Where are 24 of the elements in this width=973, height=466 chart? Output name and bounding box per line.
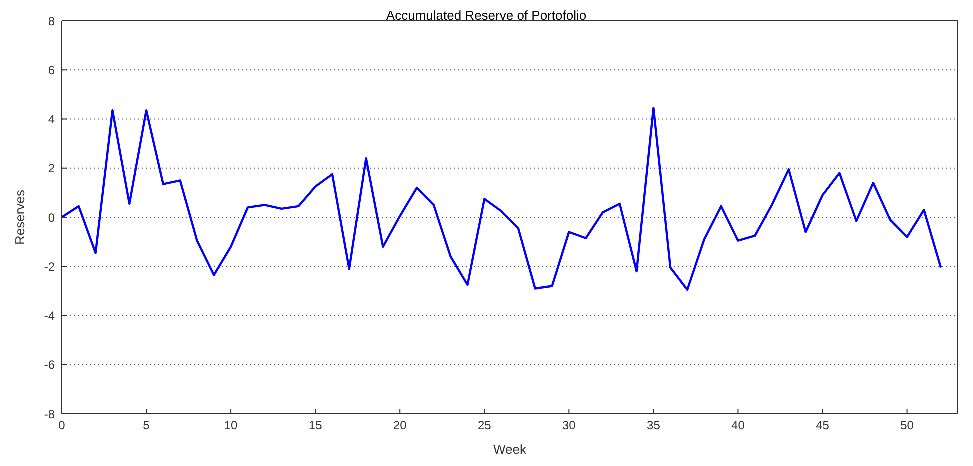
x-tick-label: 20 [393, 418, 408, 433]
y-tick-label: 2 [48, 162, 56, 176]
y-tick-label: -4 [44, 309, 56, 324]
y-tick-label: -8 [44, 407, 56, 422]
y-tick-label: 8 [48, 14, 56, 28]
x-tick-label: 40 [732, 418, 746, 433]
chart-title: Accumulated Reserve of Portofolio [386, 8, 587, 23]
x-axis-title: Week [494, 442, 527, 457]
y-tick-label: 6 [48, 63, 56, 78]
x-tick-label: 30 [562, 418, 576, 433]
x-tick-label: 35 [647, 418, 661, 433]
x-tick-label: 15 [308, 418, 323, 433]
x-tick-label: 25 [478, 418, 492, 433]
x-tick-label: 0 [58, 418, 66, 433]
x-tick-label: 50 [900, 418, 914, 433]
y-tick-label: -6 [44, 358, 56, 372]
x-tick-label: 10 [224, 418, 238, 433]
x-tick-label: 45 [816, 418, 830, 433]
y-tick-label: 4 [48, 112, 56, 127]
y-axis-title: Reserves [12, 190, 28, 245]
y-tick-label: 0 [48, 210, 56, 225]
x-tick-label: 5 [143, 418, 150, 433]
y-tick-label: -2 [44, 260, 56, 274]
line-series [62, 107, 942, 292]
